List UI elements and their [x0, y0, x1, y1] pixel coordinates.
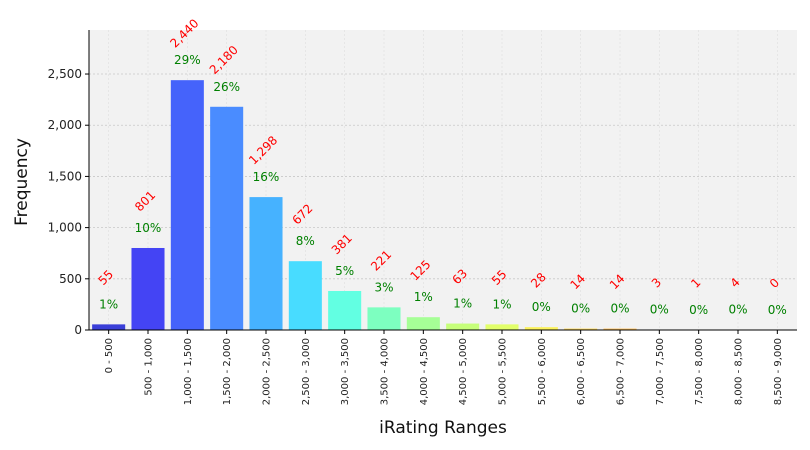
plot-background [89, 30, 797, 330]
bar [446, 323, 480, 330]
x-tick-label: 7,500 - 8,000 [694, 338, 705, 405]
x-tick-label: 1,000 - 1,500 [183, 338, 194, 405]
percent-label: 3% [374, 280, 393, 294]
percent-label: 0% [532, 300, 551, 314]
bars [92, 80, 755, 330]
x-tick-label: 8,000 - 8,500 [734, 338, 745, 405]
x-tick-label: 2,000 - 2,500 [262, 338, 273, 405]
percent-label: 0% [610, 302, 629, 316]
y-tick-label: 1,500 [48, 169, 82, 183]
x-tick-label: 5,000 - 5,500 [498, 338, 509, 405]
percent-label: 0% [650, 303, 669, 317]
percent-label: 0% [571, 302, 590, 316]
percent-label: 26% [213, 80, 240, 94]
percent-label: 1% [414, 290, 433, 304]
x-tick-label: 3,500 - 4,000 [380, 338, 391, 405]
bar [249, 197, 283, 330]
bar [92, 324, 126, 330]
x-tick-label: 500 - 1,000 [144, 338, 155, 396]
percent-label: 0% [768, 303, 787, 317]
y-tick-label: 1,000 [48, 221, 82, 235]
percent-label: 0% [728, 303, 747, 317]
bar [170, 80, 204, 330]
bar [367, 307, 401, 330]
x-axis-ticks: 0 - 500 500 - 1,000 1,000 - 1,500 1,500 - 2… [104, 330, 784, 405]
y-tick-label: 2,500 [48, 67, 82, 81]
bar [328, 290, 362, 330]
percent-label: 8% [296, 234, 315, 248]
x-axis-title: iRating Ranges [379, 418, 507, 438]
x-tick-label: 4,000 - 4,500 [419, 338, 430, 405]
x-tick-label: 2,500 - 3,000 [301, 338, 312, 405]
bar [564, 328, 598, 330]
percent-label: 1% [99, 297, 118, 311]
y-axis-title: Frequency [12, 138, 32, 226]
x-tick-label: 8,500 - 9,000 [773, 338, 784, 405]
x-tick-label: 3,000 - 3,500 [340, 338, 351, 405]
x-tick-label: 4,500 - 5,000 [458, 338, 469, 405]
percent-label: 5% [335, 264, 354, 278]
y-tick-label: 0 [74, 323, 82, 337]
bar [288, 261, 322, 330]
x-tick-label: 7,000 - 7,500 [655, 338, 666, 405]
percent-label: 0% [689, 303, 708, 317]
bar [524, 327, 558, 330]
bar [603, 328, 637, 330]
x-tick-label: 5,500 - 6,000 [537, 338, 548, 405]
percent-label: 10% [135, 221, 162, 235]
y-tick-label: 500 [59, 272, 82, 286]
x-tick-label: 0 - 500 [104, 338, 115, 373]
bar [406, 317, 440, 330]
percent-label: 1% [492, 297, 511, 311]
y-tick-label: 2,000 [48, 118, 82, 132]
y-axis-ticks: 0 500 1,000 1,500 2,000 2,500 [48, 67, 89, 337]
bar [485, 324, 519, 330]
percent-label: 16% [253, 170, 280, 184]
bar [131, 247, 165, 330]
percent-label: 1% [453, 297, 472, 311]
x-tick-label: 1,500 - 2,000 [222, 338, 233, 405]
percent-label: 29% [174, 53, 201, 67]
bar [210, 106, 244, 330]
x-tick-label: 6,500 - 7,000 [616, 338, 627, 405]
x-tick-label: 6,000 - 6,500 [576, 338, 587, 405]
